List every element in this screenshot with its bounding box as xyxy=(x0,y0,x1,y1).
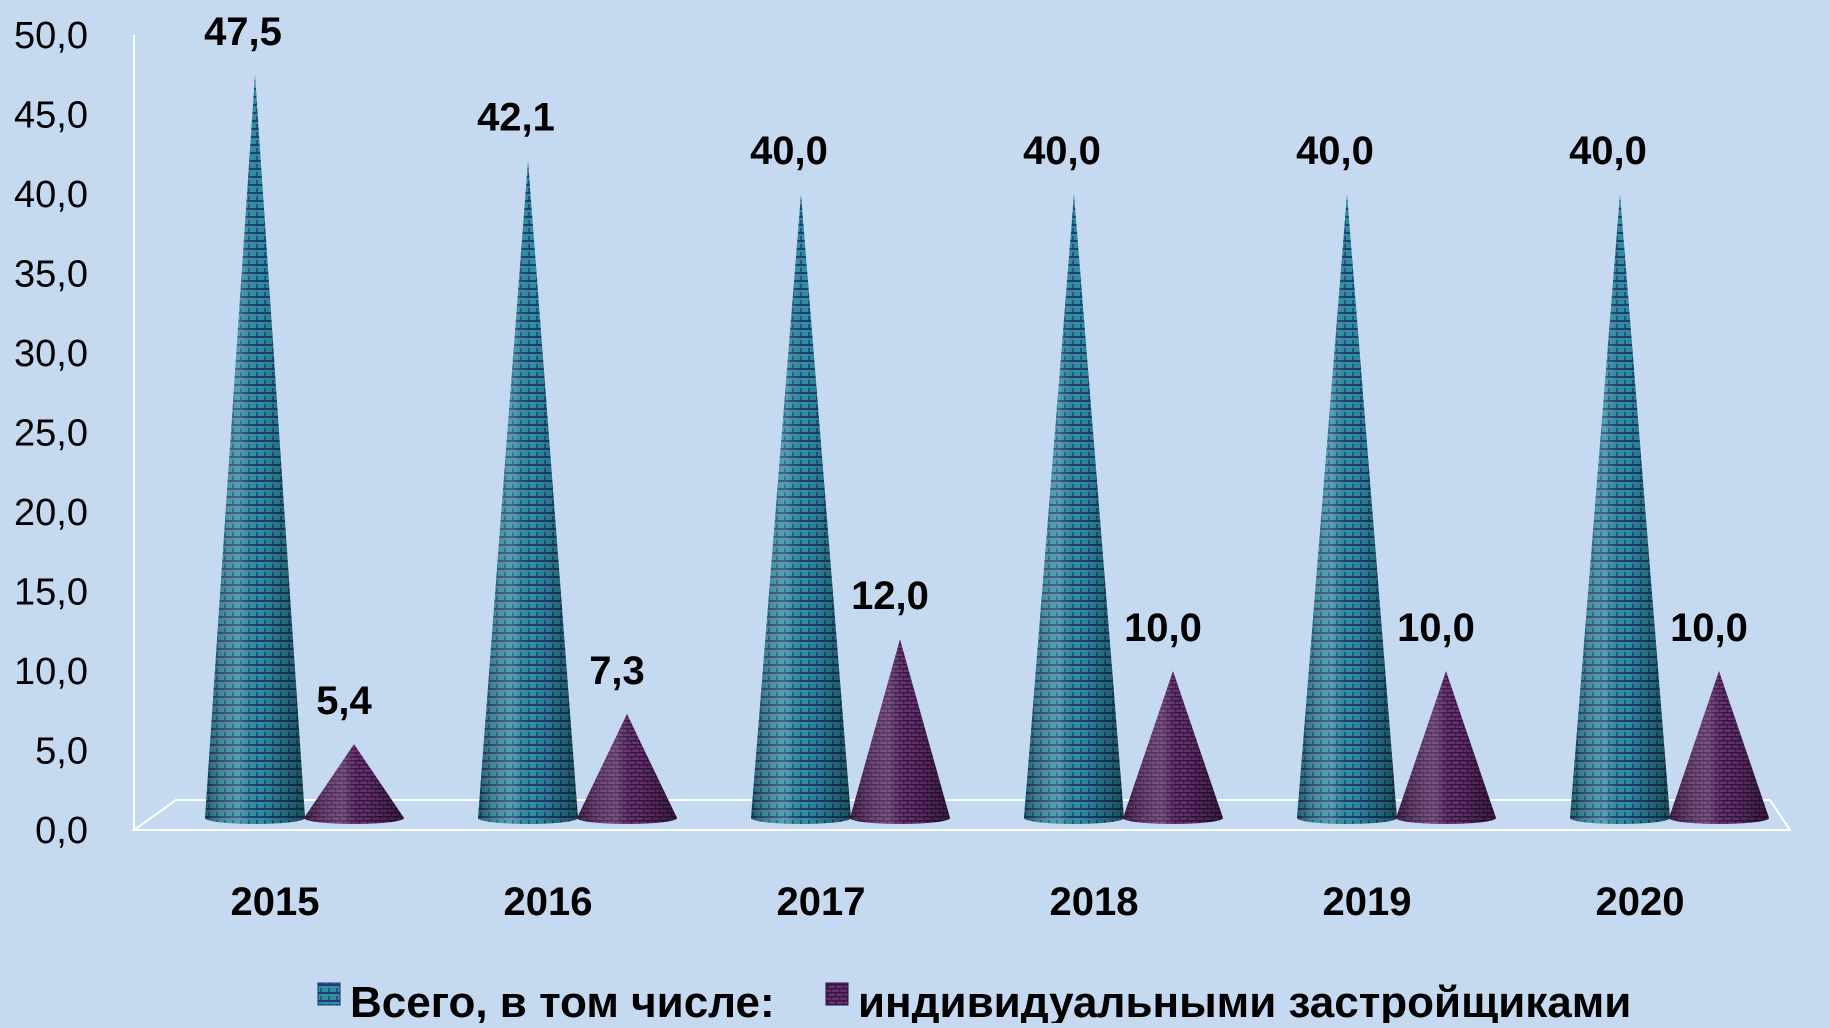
legend-swatch xyxy=(825,982,849,1006)
cone-bar xyxy=(1297,194,1397,824)
cone-bar xyxy=(1024,194,1124,824)
cone-bar xyxy=(478,160,578,825)
y-tick-label: 40,0 xyxy=(14,174,88,216)
y-tick-label: 5,0 xyxy=(35,731,88,773)
data-label: 40,0 xyxy=(1023,129,1101,173)
y-tick-label: 30,0 xyxy=(14,333,88,375)
data-label: 10,0 xyxy=(1397,606,1475,650)
legend-item: индивидуальными застройщиками xyxy=(825,978,1631,1027)
cone-bar xyxy=(1570,194,1670,824)
cone-bar xyxy=(304,744,404,824)
y-tick-label: 25,0 xyxy=(14,413,88,455)
y-tick-label: 10,0 xyxy=(14,651,88,693)
data-label: 10,0 xyxy=(1670,606,1748,650)
data-label: 10,0 xyxy=(1124,606,1202,650)
cone-bar xyxy=(1669,671,1769,824)
x-tick-label: 2020 xyxy=(1596,880,1685,924)
cone-bar xyxy=(1396,671,1496,824)
legend-swatch xyxy=(317,982,341,1006)
legend-item: Всего, в том числе: xyxy=(317,978,775,1027)
cone-bar xyxy=(205,74,305,824)
data-label: 40,0 xyxy=(750,129,828,173)
data-label: 7,3 xyxy=(589,649,645,693)
legend-label: индивидуальными застройщиками xyxy=(858,978,1631,1023)
y-tick-label: 20,0 xyxy=(14,492,88,534)
y-tick-label: 35,0 xyxy=(14,254,88,296)
data-label: 47,5 xyxy=(204,10,282,54)
data-label: 5,4 xyxy=(316,679,372,723)
x-tick-label: 2015 xyxy=(231,880,320,924)
cone-bar xyxy=(850,639,950,824)
cone-bar xyxy=(577,713,677,824)
data-label: 12,0 xyxy=(851,574,929,618)
cone-bar xyxy=(1123,671,1223,824)
y-tick-label: 0,0 xyxy=(35,810,88,852)
x-tick-label: 2018 xyxy=(1050,880,1139,924)
y-tick-label: 45,0 xyxy=(14,95,88,137)
y-tick-label: 50,0 xyxy=(14,15,88,57)
legend-label: Всего, в том числе: xyxy=(350,978,775,1023)
data-label: 40,0 xyxy=(1296,129,1374,173)
x-tick-label: 2019 xyxy=(1323,880,1412,924)
data-label: 40,0 xyxy=(1569,129,1647,173)
x-tick-label: 2017 xyxy=(777,880,866,924)
x-tick-label: 2016 xyxy=(504,880,593,924)
cone-bar xyxy=(751,194,851,824)
y-tick-label: 15,0 xyxy=(14,572,88,614)
data-label: 42,1 xyxy=(477,96,555,140)
